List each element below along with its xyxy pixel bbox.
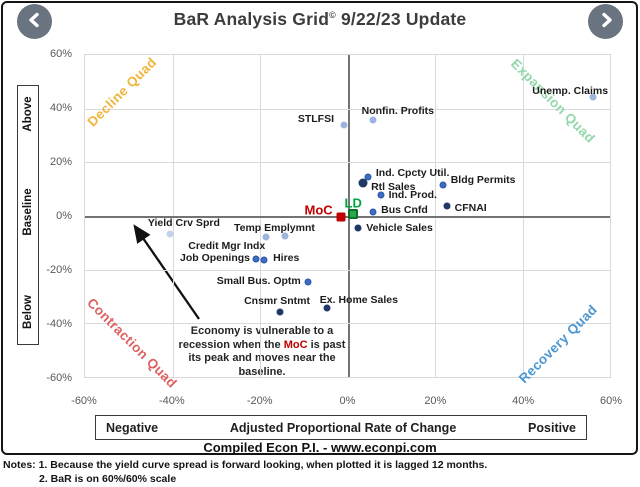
gridline-horizontal: [85, 162, 610, 164]
annotation-text: Economy is vulnerable to a recession whe…: [178, 325, 346, 378]
y-tick: 0%: [56, 210, 72, 222]
quadrant-label-contraction-quad: Contraction Quad: [84, 295, 180, 391]
point-ex-home-sales: [323, 304, 331, 312]
point-label-cnsmr-sntmt: Cnsmr Sntmt: [244, 294, 311, 307]
gridline-horizontal: [85, 269, 610, 271]
chevron-right-icon: [597, 11, 615, 32]
x-axis-label-box: Negative Adjusted Proportional Rate of C…: [95, 415, 587, 440]
credit-line: Compiled Econ P.I. - www.econpi.com: [203, 440, 437, 455]
x-tick: 40%: [512, 395, 535, 407]
x-tick: 0%: [339, 395, 356, 407]
point-job-openings: [252, 255, 260, 263]
point-bldg-permits: [439, 181, 447, 189]
y-tick-labels: 60% 40% 20% 0% -20% -40% -60%: [34, 48, 78, 384]
y-axis-zone-box: Above Baseline Below: [17, 85, 39, 345]
gridline-horizontal: [85, 108, 610, 110]
x-tick: -40%: [158, 395, 185, 407]
y-zone-label-baseline: Baseline: [22, 188, 34, 236]
prev-button[interactable]: [17, 4, 52, 39]
point-credit-mgr-indx: [262, 233, 270, 241]
point-small-bus-optm: [304, 278, 312, 286]
annotation-moc-highlight: MoC: [283, 338, 308, 351]
x-axis-positive-label: Positive: [528, 420, 576, 435]
point-temp-emplymnt: [281, 232, 289, 240]
x-axis-title: Adjusted Proportional Rate of Change: [229, 420, 457, 435]
y-tick: -20%: [46, 264, 72, 276]
copyright-mark: ©: [329, 10, 336, 21]
notes-line-1: Notes: 1. Because the yield curve spread…: [3, 459, 488, 471]
quadrant-label-decline-quad: Decline Quad: [84, 54, 160, 130]
quadrant-label-recovery-quad: Recovery Quad: [515, 301, 601, 387]
y-tick: -40%: [46, 318, 72, 330]
y-tick: 60%: [49, 48, 72, 60]
point-hires: [260, 256, 267, 264]
point-label-stlfsi: STLFSI: [297, 112, 334, 125]
point-label-ind-cpcty-util: Ind. Cpcty Util.: [375, 167, 450, 180]
x-tick: 60%: [599, 395, 623, 407]
gridline-horizontal: [85, 323, 610, 325]
x-tick: 20%: [424, 395, 447, 407]
plot-area: Economy is vulnerable to a recession whe…: [84, 54, 611, 391]
y-tick: 40%: [49, 102, 72, 114]
point-label-bus-cnfd: Bus Cnfd: [381, 204, 428, 217]
chevron-left-icon: [26, 11, 44, 32]
y-tick: 20%: [49, 156, 72, 168]
point-label-vehicle-sales: Vehicle Sales: [366, 222, 433, 235]
point-label-temp-emplymnt: Temp Emplymnt: [233, 221, 315, 234]
x-tick: -60%: [71, 395, 97, 407]
point-ld: [348, 209, 359, 220]
point-ind-prod: [377, 191, 385, 199]
x-axis-negative-label: Negative: [106, 420, 159, 435]
point-ind-cpcty-util: [364, 173, 372, 181]
point-nonfin-profits: [369, 116, 377, 124]
y-tick: -60%: [46, 372, 72, 384]
point-label-unemp-claims: Unemp. Claims: [532, 84, 609, 97]
point-bus-cnfd: [369, 208, 377, 216]
point-label-rtl-sales: Rtl Sales: [371, 181, 416, 194]
point-label-small-bus-optm: Small Bus. Optm: [216, 275, 301, 288]
point-label-hires: Hires: [273, 251, 300, 264]
x-tick: -20%: [246, 395, 273, 407]
point-label-bldg-permits: Bldg Permits: [450, 174, 516, 187]
point-label-job-openings: Job Openings: [179, 251, 250, 264]
y-zone-label-above: Above: [22, 96, 34, 132]
point-label-credit-mgr-indx: Credit Mgr Indx: [188, 239, 266, 252]
point-rtl-sales: [358, 178, 368, 188]
point-label-ex-home-sales: Ex. Home Sales: [319, 293, 398, 306]
point-moc: [336, 212, 346, 222]
y-zero-axis: [85, 216, 610, 218]
point-label-ld: LD: [344, 195, 362, 211]
point-label-cfnai: CFNAI: [454, 201, 487, 214]
point-label-ind-prod: Ind. Prod.: [388, 189, 437, 202]
point-label-nonfin-profits: Nonfin. Profits: [361, 104, 434, 117]
point-label-yield-crv-sprd: Yield Crv Sprd: [147, 216, 220, 229]
point-label-moc: MoC: [304, 202, 333, 218]
point-stlfsi: [340, 121, 348, 129]
point-cfnai: [443, 202, 451, 210]
y-zone-label-below: Below: [22, 295, 34, 329]
x-tick-labels: -60% -40% -20% 0% 20% 40% 60%: [71, 395, 622, 409]
point-yield-crv-sprd: [166, 230, 174, 238]
next-button[interactable]: [588, 4, 623, 39]
point-cnsmr-sntmt: [276, 308, 284, 316]
point-vehicle-sales: [354, 224, 362, 232]
notes-line-2: 2. BaR is on 60%/60% scale: [39, 473, 177, 485]
point-unemp-claims: [589, 93, 597, 101]
page-title: BaR Analysis Grid© 9/22/23 Update: [173, 9, 467, 29]
